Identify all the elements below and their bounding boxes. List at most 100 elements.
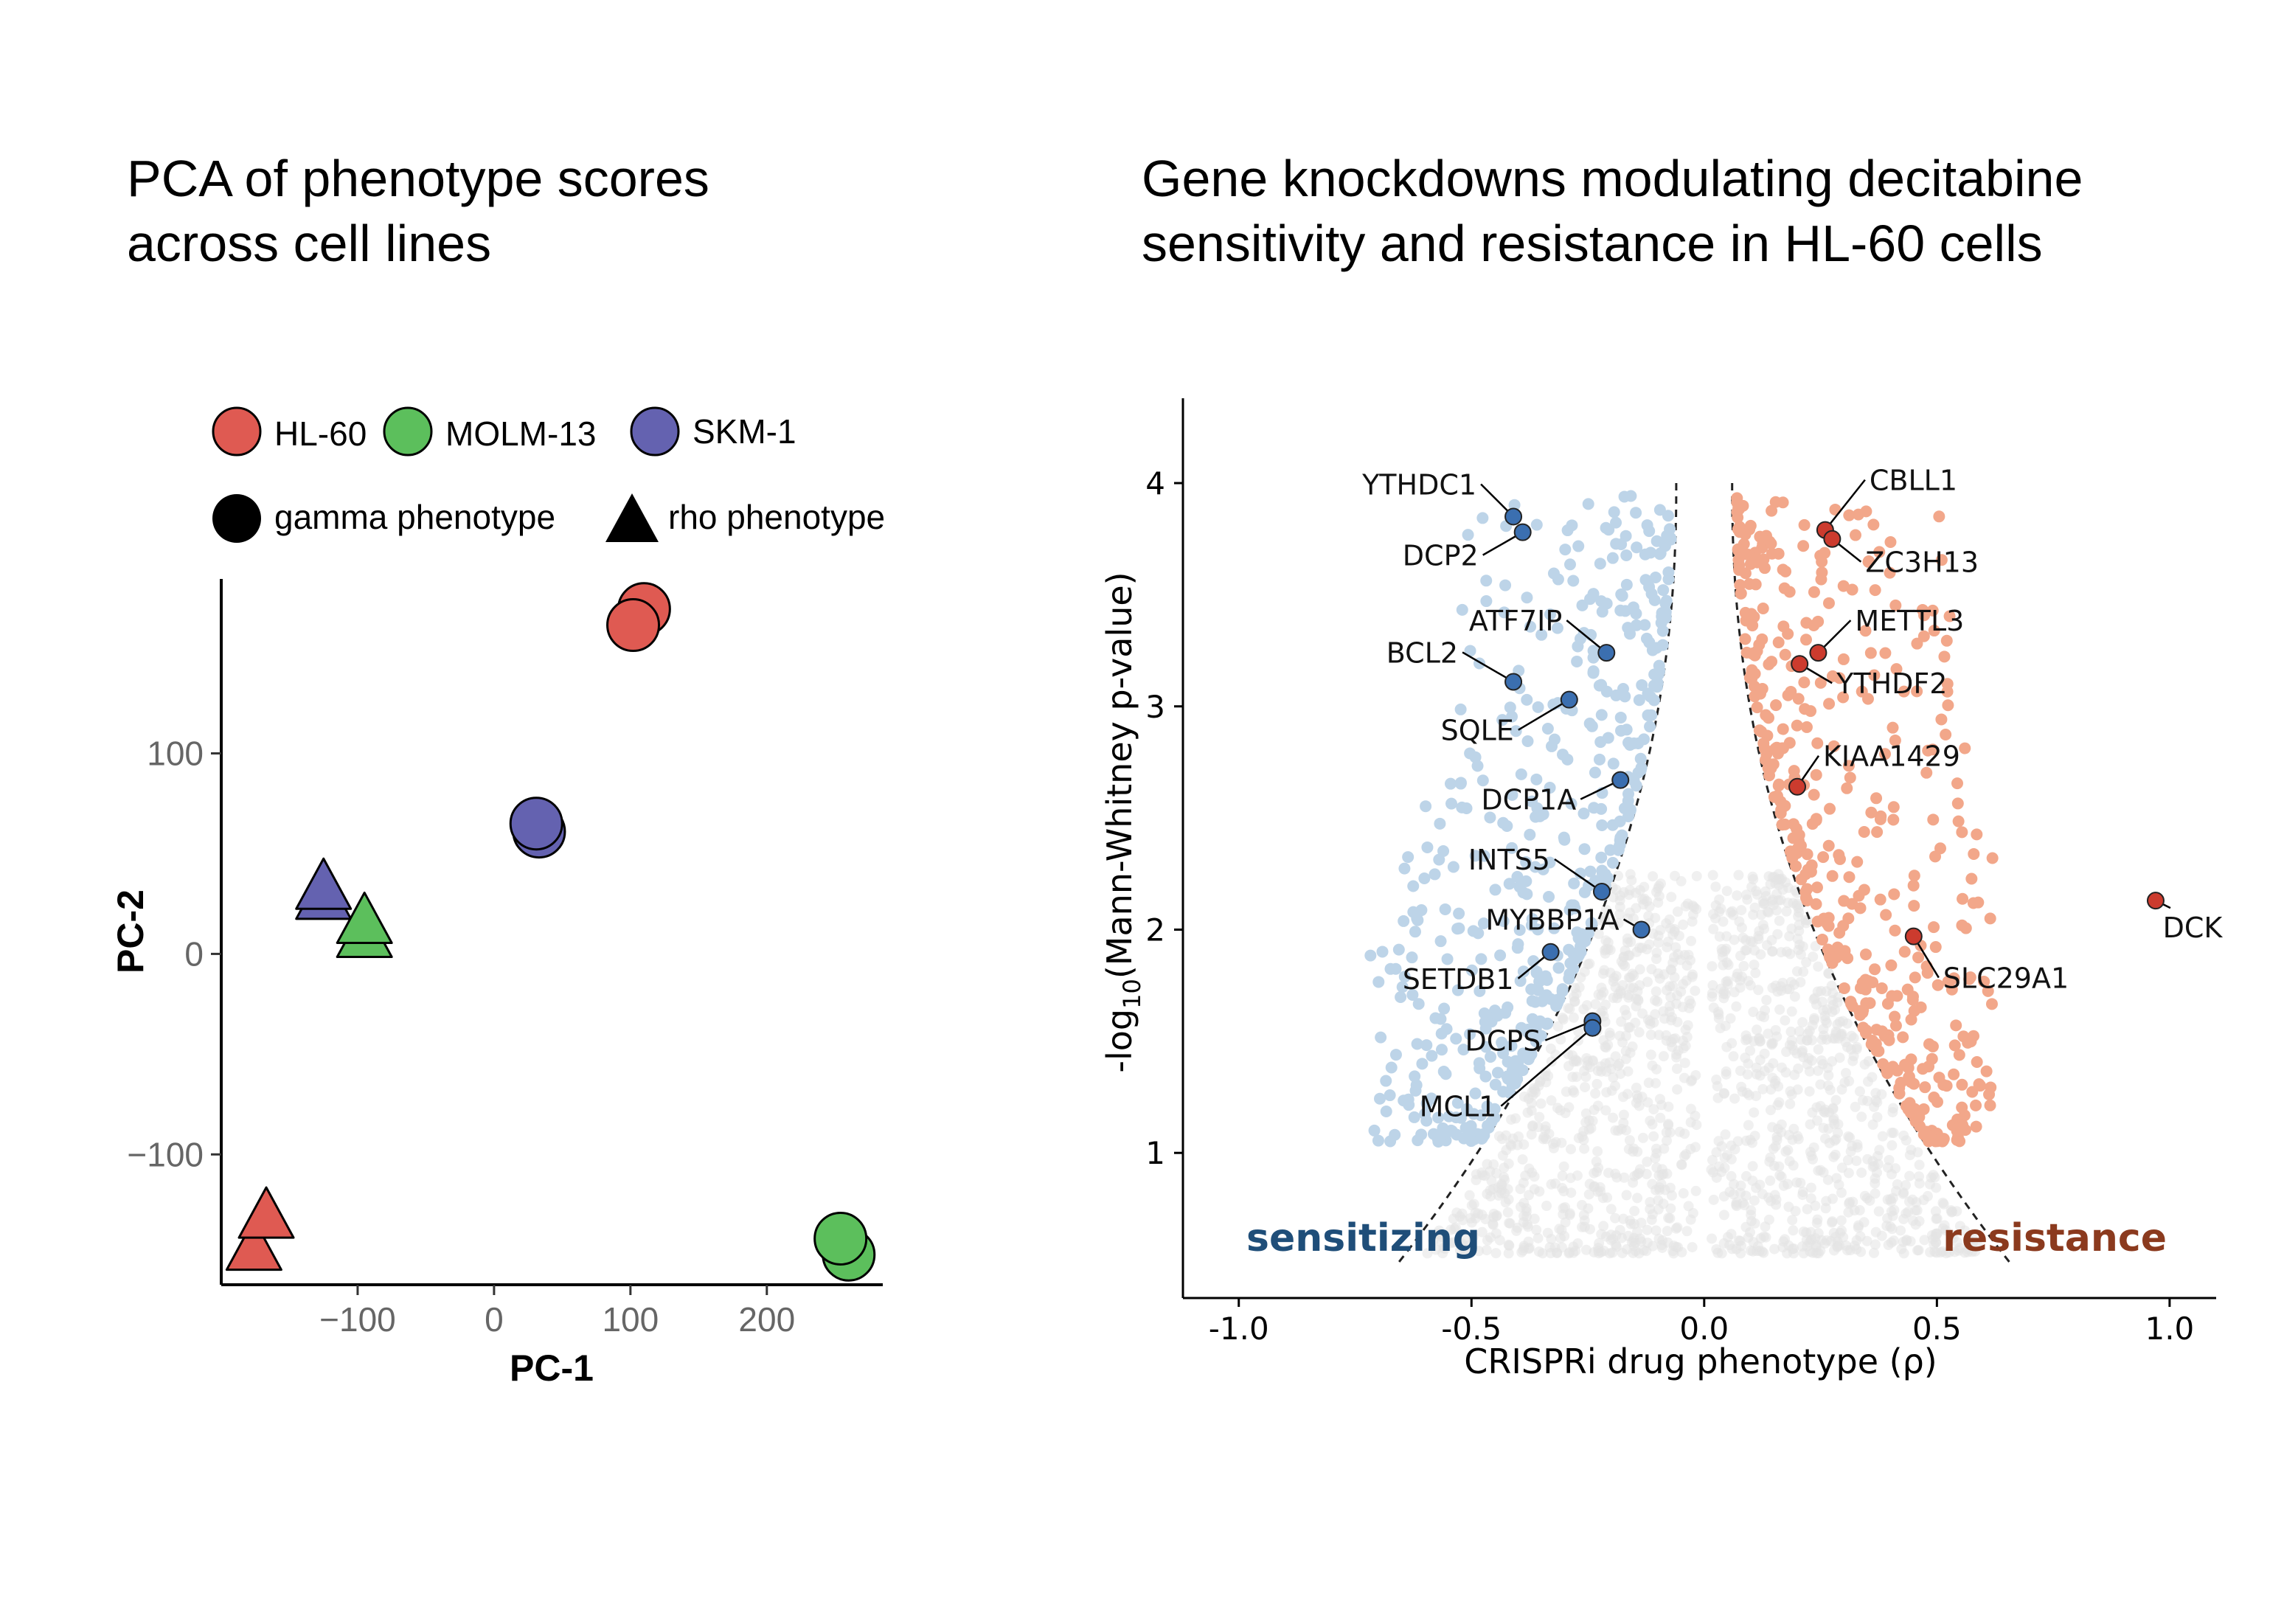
background-point xyxy=(1629,1206,1640,1217)
background-point xyxy=(1687,1207,1698,1218)
background-point xyxy=(1602,1192,1613,1203)
background-point xyxy=(1708,1194,1719,1205)
background-point xyxy=(1729,1144,1740,1155)
sensitizing-point xyxy=(1402,851,1415,864)
background-point xyxy=(1580,1108,1591,1119)
background-point xyxy=(1534,1111,1545,1122)
resistance-point xyxy=(1948,1039,1961,1052)
background-point xyxy=(1828,1151,1839,1162)
background-point xyxy=(1804,1086,1815,1097)
resistance-point xyxy=(1862,555,1875,567)
background-point xyxy=(1755,1035,1766,1047)
resistance-point xyxy=(1875,982,1888,994)
background-point xyxy=(1862,1095,1873,1106)
gene-label-dck: DCK xyxy=(2163,912,2224,944)
background-point xyxy=(1842,1018,1853,1029)
resistance-point xyxy=(1952,815,1965,827)
resistance-point xyxy=(1822,943,1834,956)
sensitizing-point xyxy=(1398,971,1411,983)
background-point xyxy=(1738,961,1749,972)
background-point xyxy=(1593,929,1604,940)
resistance-point xyxy=(1811,881,1823,894)
background-point xyxy=(1898,1248,1909,1259)
background-point xyxy=(1642,1224,1653,1235)
background-point xyxy=(1603,937,1614,948)
resistance-point xyxy=(1779,648,1791,661)
background-point xyxy=(1480,1214,1491,1225)
sensitizing-point xyxy=(1503,878,1516,890)
background-point xyxy=(1476,1226,1488,1238)
gene-label-atf7ip: ATF7IP xyxy=(1469,605,1562,637)
background-point xyxy=(1663,1101,1674,1112)
resistance-point xyxy=(1984,912,1996,925)
background-point xyxy=(1518,1177,1529,1188)
resistance-point xyxy=(1940,729,1952,741)
sensitizing-point xyxy=(1454,703,1467,715)
background-point xyxy=(1856,1111,1867,1122)
pca-y-tick-label: 100 xyxy=(147,735,204,773)
background-point xyxy=(1637,1132,1648,1143)
background-point xyxy=(1749,945,1760,956)
background-point xyxy=(1707,1154,1718,1165)
sensitizing-point xyxy=(1458,1132,1471,1145)
resistance-point xyxy=(1771,747,1784,760)
background-point xyxy=(1618,1109,1629,1120)
background-point xyxy=(1691,870,1702,881)
background-point xyxy=(1535,1098,1547,1109)
background-point xyxy=(1620,1053,1631,1064)
sensitizing-point xyxy=(1512,1056,1524,1069)
sensitizing-point xyxy=(1497,915,1510,927)
background-point xyxy=(1622,1230,1634,1241)
background-point xyxy=(1757,895,1768,906)
background-point xyxy=(1870,1226,1881,1238)
background-point xyxy=(1557,1013,1568,1024)
background-point xyxy=(1943,1247,1954,1258)
background-point xyxy=(1627,968,1638,979)
background-point xyxy=(1707,961,1718,972)
sensitizing-point xyxy=(1432,1111,1445,1124)
background-point xyxy=(1454,1245,1465,1256)
background-point xyxy=(1659,1013,1670,1024)
sensitizing-point xyxy=(1372,1134,1384,1147)
background-point xyxy=(1557,1170,1568,1181)
resistance-point xyxy=(1797,540,1810,552)
sensitizing-point xyxy=(1374,1092,1386,1105)
sensitizing-point xyxy=(1654,547,1667,560)
resistance-point xyxy=(1920,766,1933,779)
resistance-point xyxy=(1986,852,1999,864)
background-point xyxy=(1759,1066,1770,1077)
background-point xyxy=(1728,1051,1739,1062)
background-point xyxy=(1870,1188,1881,1199)
resistance-point xyxy=(1879,647,1892,659)
background-point xyxy=(1486,1176,1497,1187)
sensitizing-point xyxy=(1662,510,1674,522)
background-point xyxy=(1833,1119,1844,1130)
sensitizing-point xyxy=(1530,1022,1542,1035)
background-point xyxy=(1772,929,1783,940)
background-point xyxy=(1569,996,1580,1007)
sensitizing-point xyxy=(1412,1134,1424,1147)
background-point xyxy=(1751,1069,1762,1080)
background-point xyxy=(1876,1089,1887,1100)
background-point xyxy=(1749,960,1760,971)
resistance-point xyxy=(1842,760,1855,772)
background-point xyxy=(1650,1225,1662,1236)
sensitizing-point xyxy=(1506,842,1518,854)
sensitizing-point xyxy=(1566,899,1578,912)
background-point xyxy=(1763,907,1774,918)
sensitizing-point xyxy=(1368,1124,1381,1137)
sensitizing-point xyxy=(1584,865,1597,878)
background-point xyxy=(1570,1055,1581,1066)
sensitizing-point xyxy=(1610,516,1622,529)
background-point xyxy=(1517,1154,1528,1165)
background-point xyxy=(1533,1246,1544,1257)
background-point xyxy=(1468,1231,1479,1242)
background-point xyxy=(1690,1110,1701,1121)
gene-label-cbll1: CBLL1 xyxy=(1870,465,1957,497)
sensitizing-point xyxy=(1656,625,1669,637)
resistance-point xyxy=(1788,765,1800,777)
sensitizing-point xyxy=(1578,843,1591,856)
background-point xyxy=(1721,1041,1732,1052)
sensitizing-point xyxy=(1630,507,1642,519)
gene-point-kiaa1429 xyxy=(1788,777,1807,796)
